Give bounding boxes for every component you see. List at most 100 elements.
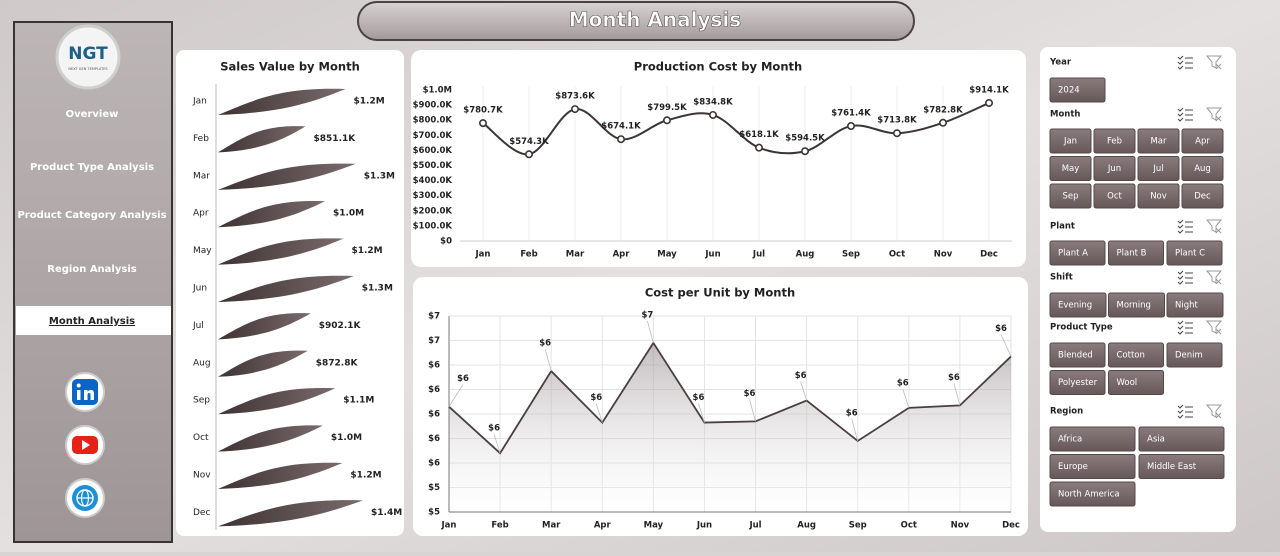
- button-bg[interactable]: [1108, 342, 1164, 368]
- button-label[interactable]: Middle East: [1147, 462, 1197, 472]
- button-label[interactable]: Nov: [1150, 192, 1167, 202]
- button-bg[interactable]: [1108, 370, 1164, 395]
- slicer-button[interactable]: Nov: [1137, 183, 1180, 209]
- slicer-button[interactable]: Oct: [1093, 183, 1136, 209]
- slicer-button[interactable]: Blended: [1049, 342, 1106, 368]
- button-bg[interactable]: [1049, 481, 1136, 507]
- slicer-controls[interactable]: [1177, 404, 1223, 419]
- slicer-button[interactable]: May: [1049, 156, 1092, 181]
- multi-select-icon[interactable]: [1177, 320, 1193, 335]
- slicer-controls[interactable]: [1177, 107, 1223, 122]
- button-bg[interactable]: [1166, 292, 1224, 318]
- button-label[interactable]: Jul: [1152, 164, 1163, 174]
- button-bg[interactable]: [1108, 240, 1164, 266]
- button-label[interactable]: Blended: [1058, 351, 1093, 361]
- button-label[interactable]: Morning: [1117, 301, 1151, 311]
- nav-item[interactable]: Month Analysis: [49, 316, 135, 327]
- slicer-button[interactable]: Jul: [1137, 156, 1180, 181]
- button-bg[interactable]: [1049, 342, 1106, 368]
- button-bg[interactable]: [1093, 156, 1136, 181]
- button-bg[interactable]: [1049, 240, 1106, 266]
- button-label[interactable]: Cotton: [1117, 351, 1145, 361]
- button-bg[interactable]: [1181, 183, 1224, 209]
- button-label[interactable]: Jun: [1107, 164, 1121, 174]
- slicer-button[interactable]: Plant B: [1108, 240, 1164, 266]
- button-bg[interactable]: [1137, 183, 1180, 209]
- slicer-button[interactable]: Jun: [1093, 156, 1136, 181]
- slicer-button[interactable]: Cotton: [1108, 342, 1164, 368]
- slicer-button[interactable]: Jan: [1049, 128, 1092, 154]
- button-label[interactable]: Aug: [1194, 164, 1211, 174]
- button-label[interactable]: Asia: [1147, 435, 1165, 445]
- button-label[interactable]: Plant A: [1058, 249, 1088, 259]
- button-label[interactable]: Europe: [1058, 462, 1088, 472]
- button-label[interactable]: Plant C: [1175, 249, 1205, 259]
- button-label[interactable]: May: [1062, 164, 1080, 174]
- button-bg[interactable]: [1049, 128, 1092, 154]
- youtube-icon[interactable]: [65, 425, 105, 465]
- multi-select-icon[interactable]: [1177, 270, 1193, 285]
- slicer-button[interactable]: Asia: [1138, 426, 1225, 452]
- button-bg[interactable]: [1181, 156, 1224, 181]
- button-label[interactable]: Feb: [1107, 137, 1122, 147]
- slicer-button[interactable]: Apr: [1181, 128, 1224, 154]
- multi-select-icon[interactable]: [1177, 55, 1193, 70]
- button-bg[interactable]: [1137, 156, 1180, 181]
- multi-select-icon[interactable]: [1177, 404, 1193, 419]
- slicer-button[interactable]: North America: [1049, 481, 1136, 507]
- slicer-button[interactable]: Wool: [1108, 370, 1164, 395]
- button-label[interactable]: Wool: [1117, 378, 1138, 388]
- slicer-button[interactable]: Mar: [1137, 128, 1180, 154]
- multi-select-icon[interactable]: [1177, 219, 1193, 234]
- slicer-button[interactable]: Denim: [1166, 342, 1223, 368]
- slicer-button[interactable]: Morning: [1108, 292, 1165, 318]
- clear-filter-icon[interactable]: [1205, 270, 1223, 285]
- clear-filter-icon[interactable]: [1205, 219, 1223, 234]
- slicer-button[interactable]: Middle East: [1138, 454, 1225, 479]
- button-bg[interactable]: [1049, 426, 1136, 452]
- button-label[interactable]: Jan: [1063, 137, 1077, 147]
- clear-filter-icon[interactable]: [1205, 320, 1223, 335]
- slicer-controls[interactable]: [1177, 219, 1223, 234]
- button-label[interactable]: Mar: [1150, 137, 1167, 147]
- button-bg[interactable]: [1138, 454, 1225, 479]
- slicer-controls[interactable]: [1177, 270, 1223, 285]
- button-bg[interactable]: [1166, 240, 1223, 266]
- nav-item[interactable]: Region Analysis: [47, 264, 136, 275]
- button-bg[interactable]: [1108, 292, 1165, 318]
- button-bg[interactable]: [1093, 183, 1136, 209]
- web-icon[interactable]: [65, 478, 105, 518]
- button-label[interactable]: North America: [1058, 490, 1120, 500]
- nav-item[interactable]: Overview: [66, 109, 119, 120]
- multi-select-icon[interactable]: [1177, 107, 1193, 122]
- clear-filter-icon[interactable]: [1205, 55, 1223, 70]
- slicer-button[interactable]: Plant A: [1049, 240, 1106, 266]
- nav-item[interactable]: Product Type Analysis: [30, 162, 154, 173]
- button-bg[interactable]: [1049, 183, 1092, 209]
- slicer-controls[interactable]: [1177, 55, 1223, 70]
- button-bg[interactable]: [1049, 454, 1136, 479]
- button-label[interactable]: 2024: [1058, 86, 1080, 96]
- slicer-button[interactable]: 2024: [1049, 77, 1106, 103]
- slicer-button[interactable]: Europe: [1049, 454, 1136, 479]
- clear-filter-icon[interactable]: [1205, 107, 1223, 122]
- button-label[interactable]: Apr: [1195, 137, 1210, 147]
- clear-filter-icon[interactable]: [1205, 404, 1223, 419]
- slicer-button[interactable]: Evening: [1049, 292, 1107, 318]
- slicer-button[interactable]: Aug: [1181, 156, 1224, 181]
- button-label[interactable]: Dec: [1194, 192, 1211, 202]
- button-bg[interactable]: [1137, 128, 1180, 154]
- slicer-button[interactable]: Feb: [1093, 128, 1136, 154]
- button-label[interactable]: Evening: [1058, 301, 1092, 311]
- slicer-button[interactable]: Night: [1166, 292, 1224, 318]
- button-bg[interactable]: [1049, 77, 1106, 103]
- button-bg[interactable]: [1049, 292, 1107, 318]
- slicer-button[interactable]: Polyester: [1049, 370, 1106, 395]
- slicer-controls[interactable]: [1177, 320, 1223, 335]
- button-bg[interactable]: [1093, 128, 1136, 154]
- button-label[interactable]: Polyester: [1058, 378, 1098, 388]
- slicer-button[interactable]: Africa: [1049, 426, 1136, 452]
- slicer-button[interactable]: Dec: [1181, 183, 1224, 209]
- button-label[interactable]: Plant B: [1117, 249, 1147, 259]
- button-label[interactable]: Sep: [1062, 192, 1078, 202]
